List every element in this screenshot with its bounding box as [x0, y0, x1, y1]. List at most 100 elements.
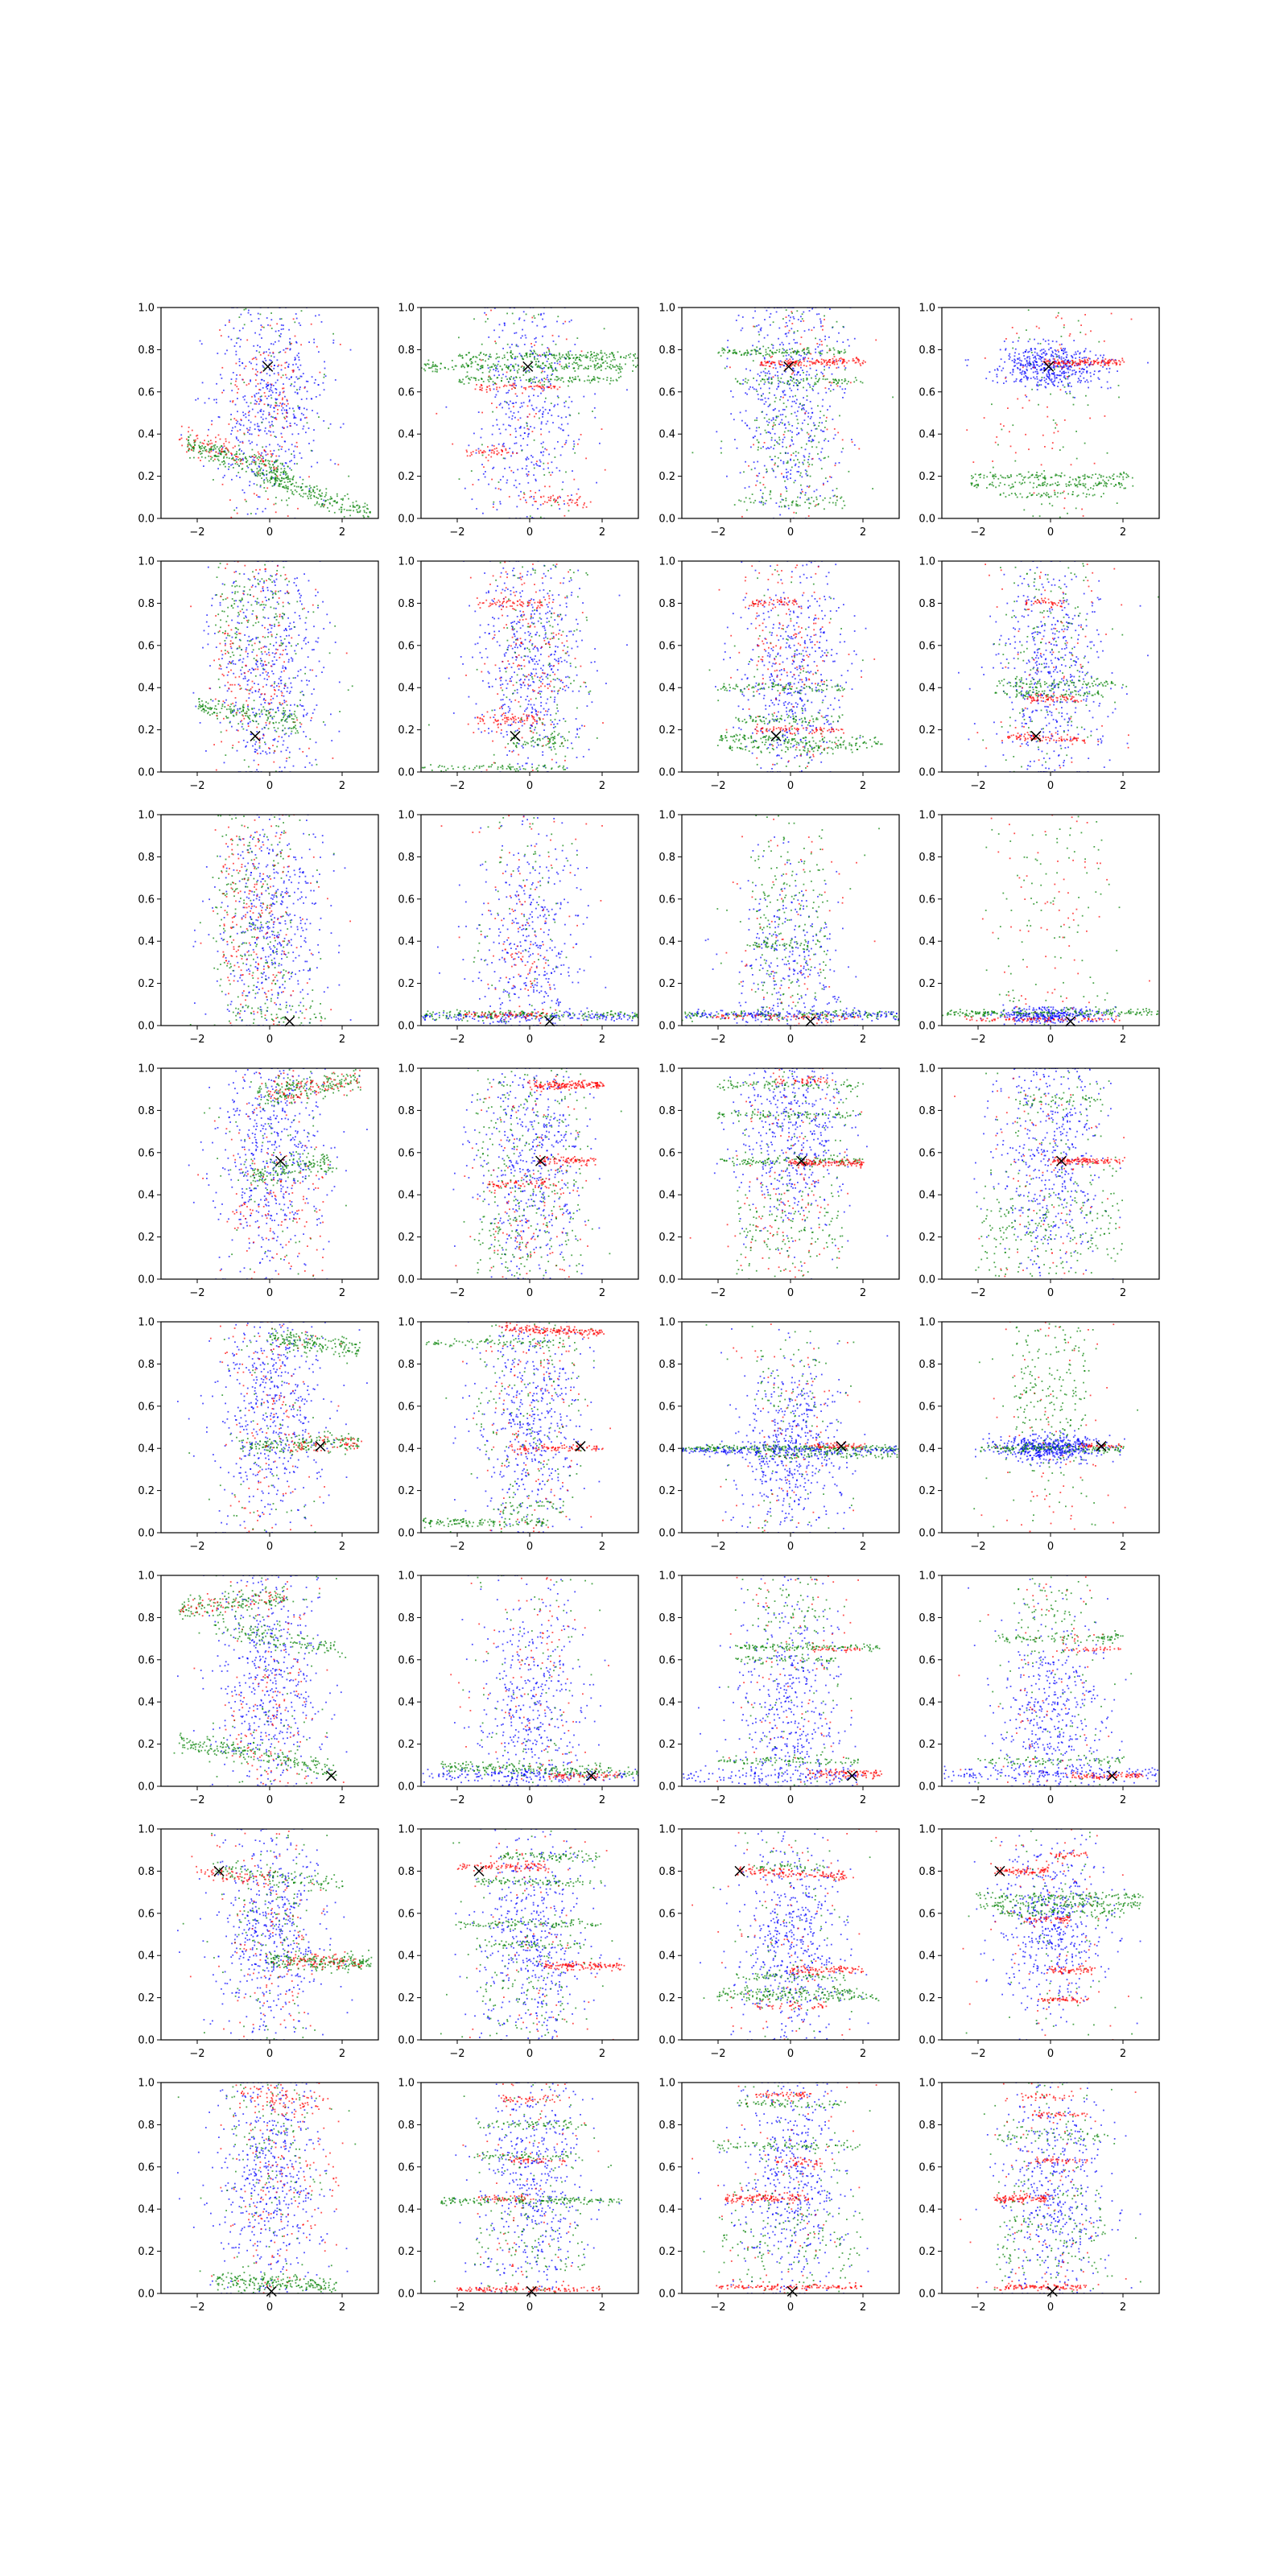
point-green	[258, 470, 259, 473]
point-green	[840, 497, 842, 499]
point-green	[319, 494, 321, 497]
point-blue	[278, 683, 279, 685]
point-blue	[559, 454, 562, 456]
point-blue	[253, 483, 255, 485]
point-green	[753, 378, 754, 379]
point-blue	[282, 402, 284, 405]
point-green	[635, 365, 637, 368]
point-green	[269, 460, 270, 462]
point-blue	[767, 381, 770, 383]
point-blue	[221, 446, 224, 448]
point-blue	[283, 701, 286, 704]
point-green	[791, 502, 794, 504]
point-red	[571, 502, 573, 504]
point-red	[482, 452, 485, 454]
point-blue	[1064, 377, 1066, 379]
point-red	[259, 400, 261, 402]
point-green	[249, 456, 250, 458]
point-green	[254, 473, 256, 475]
point-green	[760, 380, 762, 382]
point-green	[733, 352, 735, 353]
point-blue	[306, 390, 308, 393]
point-green	[533, 315, 535, 317]
point-green	[1041, 494, 1043, 497]
point-red	[1033, 492, 1035, 494]
point-blue	[240, 338, 242, 341]
point-blue	[1040, 360, 1042, 362]
point-green	[269, 464, 271, 466]
point-red	[481, 390, 483, 391]
point-red	[843, 359, 845, 361]
point-green	[553, 354, 555, 357]
point-blue	[533, 409, 535, 411]
point-green	[291, 482, 294, 485]
point-red	[1119, 363, 1121, 365]
point-blue	[778, 410, 780, 412]
point-blue	[519, 435, 522, 436]
point-green	[861, 382, 864, 384]
point-green	[561, 489, 564, 490]
point-red	[556, 388, 559, 390]
point-blue	[1025, 349, 1027, 351]
point-blue	[298, 356, 300, 358]
point-green	[352, 504, 354, 506]
point-green	[275, 502, 277, 505]
point-blue	[271, 391, 274, 394]
point-green	[811, 464, 813, 466]
point-green	[346, 510, 348, 511]
point-blue	[782, 365, 785, 366]
point-red	[589, 501, 592, 503]
point-blue	[819, 495, 821, 497]
point-green	[213, 444, 215, 447]
point-green	[332, 332, 334, 335]
point-green	[489, 376, 491, 378]
point-green	[819, 378, 820, 380]
point-green	[338, 508, 341, 510]
point-green	[1070, 484, 1072, 485]
point-green	[302, 496, 304, 497]
point-blue	[324, 361, 325, 363]
point-blue	[770, 432, 771, 435]
point-blue	[1105, 368, 1108, 370]
point-green	[808, 464, 811, 465]
point-green	[250, 402, 252, 404]
x-tick-label: 2	[599, 526, 605, 539]
point-green	[246, 458, 247, 460]
point-blue	[292, 369, 295, 372]
point-red	[966, 429, 968, 431]
point-red	[191, 429, 193, 431]
point-red	[835, 358, 837, 361]
point-red	[585, 457, 587, 460]
point-blue	[245, 615, 246, 617]
point-blue	[240, 419, 242, 422]
point-red	[509, 384, 510, 386]
point-red	[227, 449, 229, 452]
point-blue	[786, 399, 789, 402]
point-blue	[292, 407, 294, 410]
point-green	[244, 457, 246, 459]
point-green	[204, 446, 207, 448]
point-blue	[289, 467, 291, 469]
point-green	[1074, 483, 1075, 485]
point-blue	[1061, 349, 1063, 351]
point-green	[341, 510, 343, 513]
point-red	[236, 461, 237, 463]
point-blue	[535, 478, 537, 481]
point-green	[539, 516, 542, 518]
point-red	[1079, 360, 1081, 362]
point-blue	[830, 477, 832, 478]
point-green	[287, 481, 289, 483]
point-red	[209, 440, 212, 442]
point-blue	[1039, 358, 1042, 361]
point-blue	[1032, 364, 1034, 366]
point-blue	[770, 446, 772, 448]
point-green	[481, 365, 483, 367]
point-blue	[269, 444, 270, 446]
point-blue	[280, 639, 283, 642]
point-green	[991, 403, 993, 406]
point-red	[791, 373, 793, 375]
point-green	[289, 478, 291, 480]
point-green	[971, 475, 972, 477]
point-red	[501, 450, 503, 452]
point-blue	[1048, 374, 1051, 376]
